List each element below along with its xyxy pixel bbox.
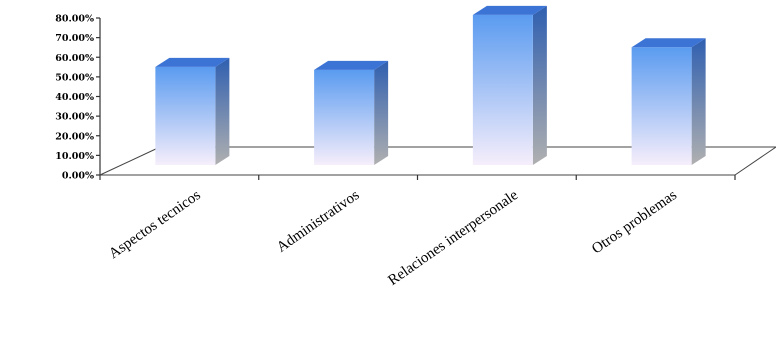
bar-front bbox=[155, 66, 216, 165]
bar-side bbox=[532, 5, 547, 166]
y-tick-label: 40.00% bbox=[55, 92, 94, 103]
labels-layer: Aspectos tecnicos Administrativos Relacion… bbox=[106, 187, 680, 289]
bar-side bbox=[215, 57, 230, 165]
y-tick-label: 70.00% bbox=[55, 33, 94, 44]
y-tick-label: 20.00% bbox=[55, 131, 94, 142]
x-category-label: Administrativos bbox=[274, 187, 362, 256]
bar-top bbox=[314, 60, 389, 70]
bar-front bbox=[631, 47, 692, 165]
y-tick-label: 10.00% bbox=[55, 151, 94, 162]
y-tick-label: 0.00% bbox=[62, 171, 94, 182]
floor-right-edge bbox=[734, 146, 776, 176]
x-category-label: Otros problemas bbox=[589, 187, 680, 257]
floor-left-edge bbox=[99, 146, 161, 176]
y-tick-label: 60.00% bbox=[55, 53, 94, 64]
x-category-label: Aspectos tecnicos bbox=[106, 187, 204, 262]
bars-layer bbox=[155, 5, 706, 166]
bar bbox=[631, 38, 706, 165]
y-tick-label: 80.00% bbox=[55, 14, 94, 25]
bar-front bbox=[314, 69, 375, 165]
bar bbox=[155, 57, 230, 165]
bar-side bbox=[374, 60, 389, 165]
bar-top bbox=[155, 57, 230, 67]
x-category-label: Relaciones interpersonale bbox=[385, 187, 521, 289]
y-tick-label: 30.00% bbox=[55, 112, 94, 123]
bar-front bbox=[472, 14, 533, 166]
bar-side bbox=[691, 38, 706, 165]
y-tick-label: 50.00% bbox=[55, 72, 94, 83]
bar-top bbox=[472, 5, 547, 15]
bar bbox=[472, 5, 547, 166]
bar-top bbox=[631, 38, 706, 48]
bar bbox=[314, 60, 389, 165]
